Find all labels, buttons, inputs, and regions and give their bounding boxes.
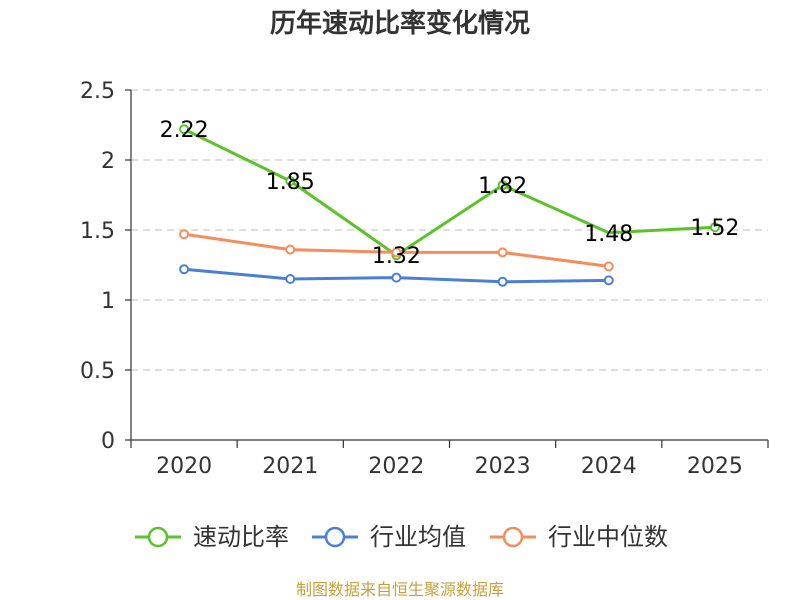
- legend-label: 行业均值: [370, 523, 466, 551]
- y-tick-label: 0: [101, 429, 115, 454]
- x-tick-label: 2024: [581, 454, 637, 479]
- data-point: [179, 124, 190, 135]
- data-point: [497, 276, 508, 287]
- data-point: [285, 176, 296, 186]
- series-layer: [179, 124, 720, 287]
- chart-title: 历年速动比率变化情况: [270, 8, 530, 39]
- y-tick-label: 2.5: [80, 79, 115, 104]
- y-tick-label: 1: [101, 289, 115, 314]
- data-point: [179, 229, 190, 240]
- data-point: [497, 247, 508, 258]
- data-point: [709, 222, 720, 233]
- x-tick-label: 2020: [156, 454, 212, 479]
- x-tick-label: 2022: [368, 454, 424, 479]
- data-point: [497, 180, 508, 191]
- x-tick-label: 2025: [687, 454, 743, 479]
- y-tick-label: 2: [101, 149, 115, 174]
- data-point: [603, 261, 614, 272]
- data-label: 2.22: [160, 118, 209, 143]
- series-line-0: [183, 127, 715, 257]
- legend-marker: [147, 526, 169, 548]
- data-point: [285, 274, 296, 284]
- data-point: [285, 244, 296, 255]
- data-label: 1.32: [372, 244, 421, 269]
- legend-label: 行业中位数: [548, 523, 668, 551]
- x-tick-label: 2023: [475, 454, 531, 479]
- data-point: [391, 272, 402, 283]
- data-label: 1.85: [266, 170, 315, 195]
- data-point: [603, 275, 614, 286]
- x-tick-label: 2021: [262, 454, 318, 479]
- data-point: [391, 247, 402, 258]
- y-tick-label: 0.5: [80, 359, 115, 384]
- data-label: 1.82: [478, 174, 527, 199]
- data-point: [179, 264, 190, 275]
- y-tick-label: 1.5: [80, 219, 115, 244]
- data-labels: 2.22 1.85 1.32 1.82 1.48 1.52: [160, 118, 740, 269]
- legend-label: 速动比率: [193, 523, 289, 551]
- legend-marker: [324, 526, 346, 548]
- source-note: 制图数据来自恒生聚源数据库: [296, 580, 504, 599]
- data-label: 1.52: [690, 216, 739, 241]
- data-label: 1.48: [584, 222, 633, 247]
- legend: 速动比率 行业均值 行业中位数: [135, 523, 668, 551]
- legend-marker: [502, 526, 524, 548]
